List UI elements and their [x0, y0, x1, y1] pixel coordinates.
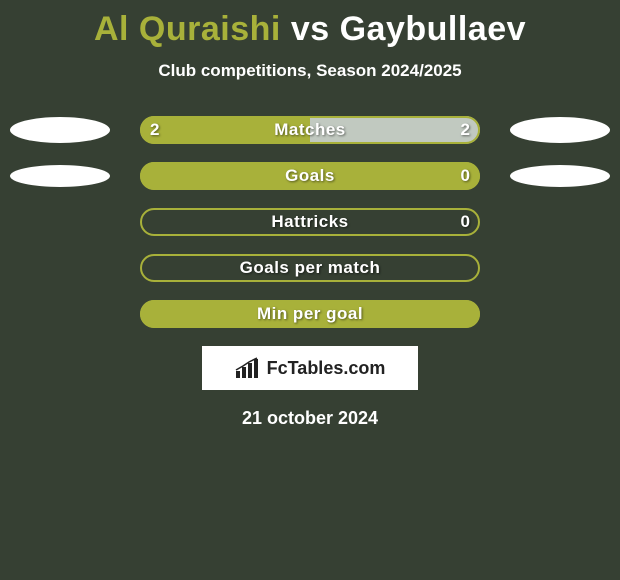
page-title: Al Quraishi vs Gaybullaev [0, 0, 620, 49]
stat-bar: 0Hattricks [140, 208, 480, 236]
title-vs: vs [291, 10, 330, 48]
comparison-chart: 22Matches 0Goals 0Hattricks Goals per match… [0, 116, 620, 328]
stat-label: Goals per match [140, 254, 480, 282]
stat-label: Matches [140, 116, 480, 144]
stat-label: Goals [140, 162, 480, 190]
stat-label: Min per goal [140, 300, 480, 328]
player2-ellipse-icon [510, 165, 610, 187]
logo-text: FcTables.com [267, 358, 386, 379]
player1-ellipse-icon [10, 117, 110, 143]
bars-icon [235, 357, 261, 379]
date-text: 21 october 2024 [0, 408, 620, 429]
title-player1: Al Quraishi [94, 10, 281, 48]
stat-bar: Min per goal [140, 300, 480, 328]
stat-bar: 22Matches [140, 116, 480, 144]
stat-label: Hattricks [140, 208, 480, 236]
subtitle: Club competitions, Season 2024/2025 [0, 61, 620, 81]
player1-ellipse-icon [10, 165, 110, 187]
stat-row: Min per goal [0, 300, 620, 328]
stat-bar: Goals per match [140, 254, 480, 282]
stat-bar: 0Goals [140, 162, 480, 190]
logo-box: FcTables.com [202, 346, 418, 390]
stat-row: 0Goals [0, 162, 620, 190]
stat-row: 0Hattricks [0, 208, 620, 236]
stat-row: Goals per match [0, 254, 620, 282]
player2-ellipse-icon [510, 117, 610, 143]
stat-row: 22Matches [0, 116, 620, 144]
title-player2: Gaybullaev [340, 10, 526, 48]
